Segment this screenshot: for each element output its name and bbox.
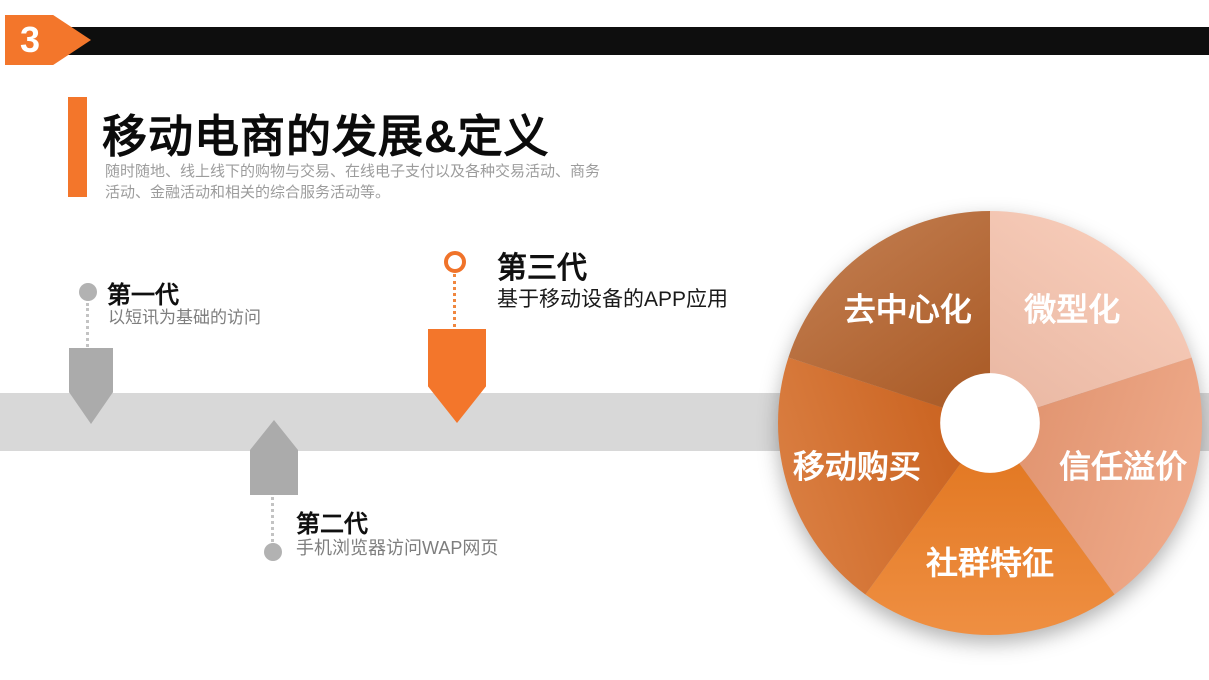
page-number: 3 [19, 19, 41, 60]
pie-slice-1 [990, 357, 1202, 595]
gen1-title: 第一代 [107, 282, 179, 309]
pie-slice-2 [865, 423, 1115, 635]
gen3-desc: 基于移动设备的APP应用 [497, 288, 729, 311]
pie-slice-0 [990, 211, 1192, 423]
gen1-dot [79, 283, 97, 301]
pie-label-0: 微型化 [1023, 292, 1120, 328]
top-bar [57, 27, 1209, 55]
page-number-badge: 3 [5, 15, 91, 65]
pie-slice-3 [778, 357, 990, 595]
slide-title: 移动电商的发展&定义 [102, 111, 550, 162]
gen1-desc: 以短讯为基础的访问 [108, 308, 261, 327]
feature-pie-container: 微型化信任溢价社群特征 移动购买 去中心化 [770, 203, 1209, 643]
gen2-dot [264, 543, 282, 561]
gen2-connector [271, 497, 274, 542]
gen3-connector [453, 274, 456, 327]
gen2-desc: 手机浏览器访问WAP网页 [296, 538, 499, 558]
pie-label-2: 社群特征 [926, 545, 1054, 581]
pie-center-hole [940, 373, 1040, 473]
subtitle-line-2: 活动、金融活动和相关的综合服务活动等。 [105, 184, 391, 201]
subtitle-line-1: 随时随地、线上线下的购物与交易、在线电子支付以及各种交易活动、商务 [105, 163, 601, 180]
gen3-title: 第三代 [497, 252, 587, 285]
slide-subtitle: 随时随地、线上线下的购物与交易、在线电子支付以及各种交易活动、商务 活动、金融活… [105, 161, 600, 203]
gen2-title: 第二代 [296, 511, 368, 538]
gen3-ring-icon [444, 251, 466, 273]
gen1-connector [86, 303, 89, 347]
pie-slice-4 [788, 211, 990, 423]
pie-label-4: 去中心化 [844, 292, 972, 328]
pie-label-1: 信任溢价 [1059, 448, 1187, 484]
pie-label-3: 移动购买 [793, 448, 921, 484]
title-accent-bar [68, 97, 87, 197]
